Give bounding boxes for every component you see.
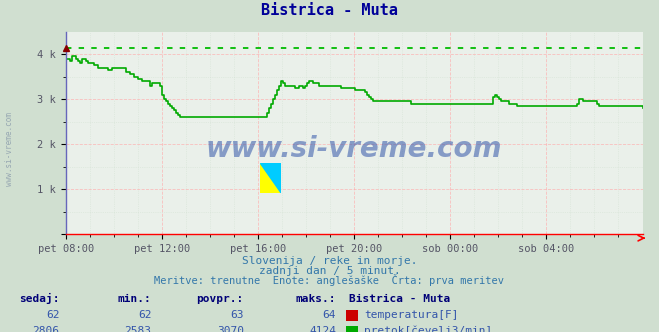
Polygon shape: [260, 163, 281, 193]
Text: 63: 63: [231, 310, 244, 320]
Polygon shape: [260, 163, 281, 193]
Text: 64: 64: [323, 310, 336, 320]
Text: Meritve: trenutne  Enote: anglešaške  Črta: prva meritev: Meritve: trenutne Enote: anglešaške Črta…: [154, 274, 505, 286]
Text: temperatura[F]: temperatura[F]: [364, 310, 459, 320]
Text: 2583: 2583: [125, 326, 152, 332]
Text: 2806: 2806: [32, 326, 59, 332]
Text: 62: 62: [138, 310, 152, 320]
Text: www.si-vreme.com: www.si-vreme.com: [206, 135, 502, 163]
Text: sedaj:: sedaj:: [19, 293, 59, 304]
Text: pretok[čevelj3/min]: pretok[čevelj3/min]: [364, 325, 493, 332]
Text: maks.:: maks.:: [296, 294, 336, 304]
Text: povpr.:: povpr.:: [196, 294, 244, 304]
Text: Slovenija / reke in morje.: Slovenija / reke in morje.: [242, 256, 417, 266]
Text: min.:: min.:: [118, 294, 152, 304]
Text: 4124: 4124: [309, 326, 336, 332]
Text: 3070: 3070: [217, 326, 244, 332]
Text: zadnji dan / 5 minut.: zadnji dan / 5 minut.: [258, 266, 401, 276]
Text: Bistrica - Muta: Bistrica - Muta: [349, 294, 451, 304]
Text: Bistrica - Muta: Bistrica - Muta: [261, 3, 398, 18]
Text: 62: 62: [46, 310, 59, 320]
Text: www.si-vreme.com: www.si-vreme.com: [5, 113, 14, 186]
